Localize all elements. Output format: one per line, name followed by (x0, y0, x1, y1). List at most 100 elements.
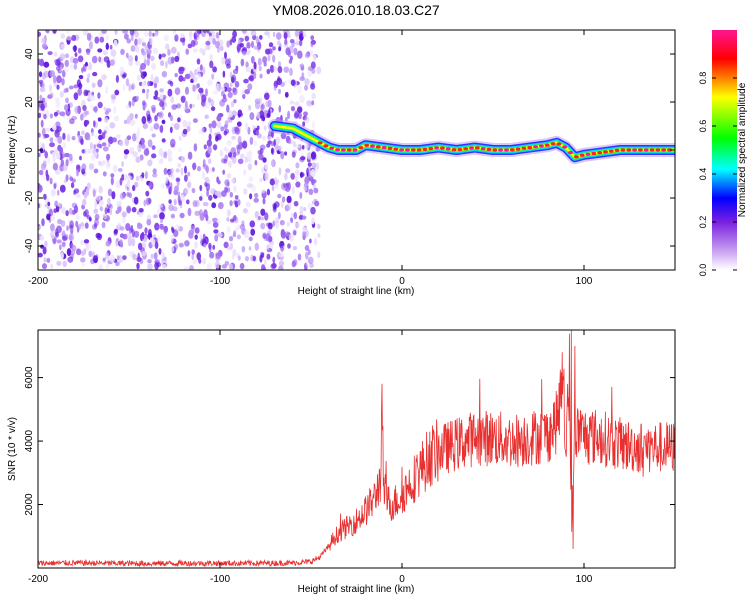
spectrogram-noise-blob (141, 116, 147, 125)
spectrogram-noise-blob (238, 113, 241, 118)
colorbar-tick-label: 0.0 (698, 264, 708, 277)
spectrogram-noise-blob (178, 67, 185, 72)
spectrogram-noise-blob (93, 105, 98, 113)
spectrogram-noise-blob (204, 176, 210, 183)
spectrogram-noise-blob (83, 30, 89, 36)
spectrogram-noise-blob (254, 159, 258, 166)
spectrogram-noise-blob (94, 134, 99, 139)
spectrogram-noise-blob (175, 177, 181, 182)
spectrogram-noise-blob (173, 229, 179, 238)
spectrogram-noise-blob (231, 254, 235, 260)
spectrogram-noise-blob (119, 177, 123, 186)
spectrogram-peak (370, 144, 375, 148)
spectrogram-noise-blob (191, 84, 197, 92)
spectrogram-noise-blob (93, 150, 98, 157)
spectrogram-noise-blob (198, 128, 203, 134)
spectrogram-noise-blob (207, 79, 213, 86)
spectrogram-noise-blob (153, 252, 158, 260)
spectrogram-noise-blob (109, 59, 115, 66)
spectrogram-noise-blob (255, 36, 259, 45)
spectrogram-noise-blob (147, 259, 152, 264)
spectrogram-noise-blob (160, 225, 166, 230)
spectrogram-noise-blob (105, 240, 111, 247)
spectrogram-noise-blob (221, 264, 227, 269)
spectrogram-noise-blob (254, 242, 259, 251)
spectrogram-noise-blob (115, 209, 120, 215)
spectrogram-noise-blob (194, 241, 198, 250)
spectrogram-noise-blob (206, 262, 212, 270)
spectrogram-noise-blob (119, 140, 124, 147)
spectrogram-noise-blob (90, 131, 95, 137)
spectrogram-noise-blob (253, 197, 259, 203)
spectrogram-noise-blob (258, 65, 262, 72)
spectrogram-noise-blob (136, 37, 142, 45)
spectrogram-noise-blob (260, 103, 264, 113)
spectrogram-noise-blob (277, 193, 282, 199)
spectrogram-noise-blob (304, 262, 308, 270)
spectrogram-noise-blob (174, 123, 180, 130)
spectrogram-noise-blob (295, 162, 300, 169)
spectrogram-noise-blob (243, 188, 248, 195)
spectrogram-noise-blob (184, 174, 188, 182)
x-tick-label: 100 (576, 574, 593, 585)
spectrogram-noise-blob (299, 76, 306, 81)
spectrogram-noise-blob (240, 153, 245, 159)
spectrogram-noise-blob (71, 136, 76, 141)
spectrogram-noise-blob (63, 104, 69, 111)
spectrogram-noise-blob (303, 111, 308, 117)
snr-y-ticks: 2000 4000 6000 (24, 366, 675, 516)
spectrogram-noise-blob (54, 51, 58, 57)
spectrogram-noise-blob (280, 200, 284, 209)
spectrogram-noise-blob (73, 190, 77, 195)
spectrogram-noise-blob (109, 122, 116, 129)
spectrogram-noise-blob (266, 68, 271, 75)
spectrogram-noise-blob (59, 111, 66, 117)
spectrogram-noise-blob (199, 234, 203, 240)
spectrogram-noise-blob (182, 120, 188, 128)
spectrogram-noise-blob (267, 136, 272, 140)
spectrogram-noise-blob (302, 33, 307, 38)
spectrogram-noise-blob (245, 201, 251, 208)
spectrogram-noise-blob (98, 129, 102, 135)
spectrogram-noise-blob (304, 176, 310, 185)
spectrogram-noise-blob (113, 228, 118, 234)
spectrogram-noise-blob (228, 210, 232, 215)
spectrogram-noise-blob (266, 143, 271, 148)
spectrogram-noise-blob (64, 152, 70, 158)
spectrogram-noise-blob (244, 156, 248, 163)
spectrogram-noise-blob (88, 136, 91, 141)
spectrogram-noise-blob (208, 158, 212, 165)
spectrogram-noise-blob (60, 232, 64, 237)
spectrogram-noise-blob (49, 113, 54, 119)
spectrogram-noise-blob (307, 66, 314, 72)
spectrogram-noise-blob (170, 96, 175, 104)
spectrogram-noise-blob (61, 78, 65, 86)
spectrogram-noise-blob (77, 47, 82, 54)
spectrogram-noise-blob (84, 222, 89, 229)
spectrogram-noise-blob (272, 46, 276, 51)
spectrogram-noise-blob (177, 191, 181, 197)
colorbar-ticks: 0.0 0.2 0.4 0.6 0.8 (698, 72, 737, 277)
spectrogram-noise-blob (314, 200, 320, 207)
spectrogram-noise-blob (113, 39, 118, 47)
spectrogram-noise-blob (204, 163, 208, 171)
spectrogram-noise-blob (81, 130, 85, 135)
spectrogram-noise-blob (99, 57, 104, 64)
spectrogram-noise-blob (69, 63, 74, 70)
spectrogram-noise-blob (42, 246, 47, 255)
spectrogram-noise-blob (254, 192, 259, 198)
spectrogram-noise-blob (59, 53, 66, 60)
spectrogram-peak (498, 148, 503, 152)
spectrogram-noise-blob (159, 125, 163, 132)
spectrogram-noise-blob (293, 230, 297, 236)
x-tick-label: -100 (210, 276, 230, 287)
spectrogram-noise-blob (140, 62, 147, 70)
spectrogram-noise-blob (187, 121, 192, 127)
spectrogram-noise-blob (287, 30, 291, 38)
spectrogram-noise-blob (288, 233, 295, 242)
spectrogram-noise-blob (87, 73, 91, 79)
y-tick-label: 2000 (24, 493, 35, 516)
x-tick-label: 0 (399, 276, 405, 287)
spectrogram-noise-blob (214, 261, 221, 269)
spectrogram-noise-blob (66, 248, 72, 257)
